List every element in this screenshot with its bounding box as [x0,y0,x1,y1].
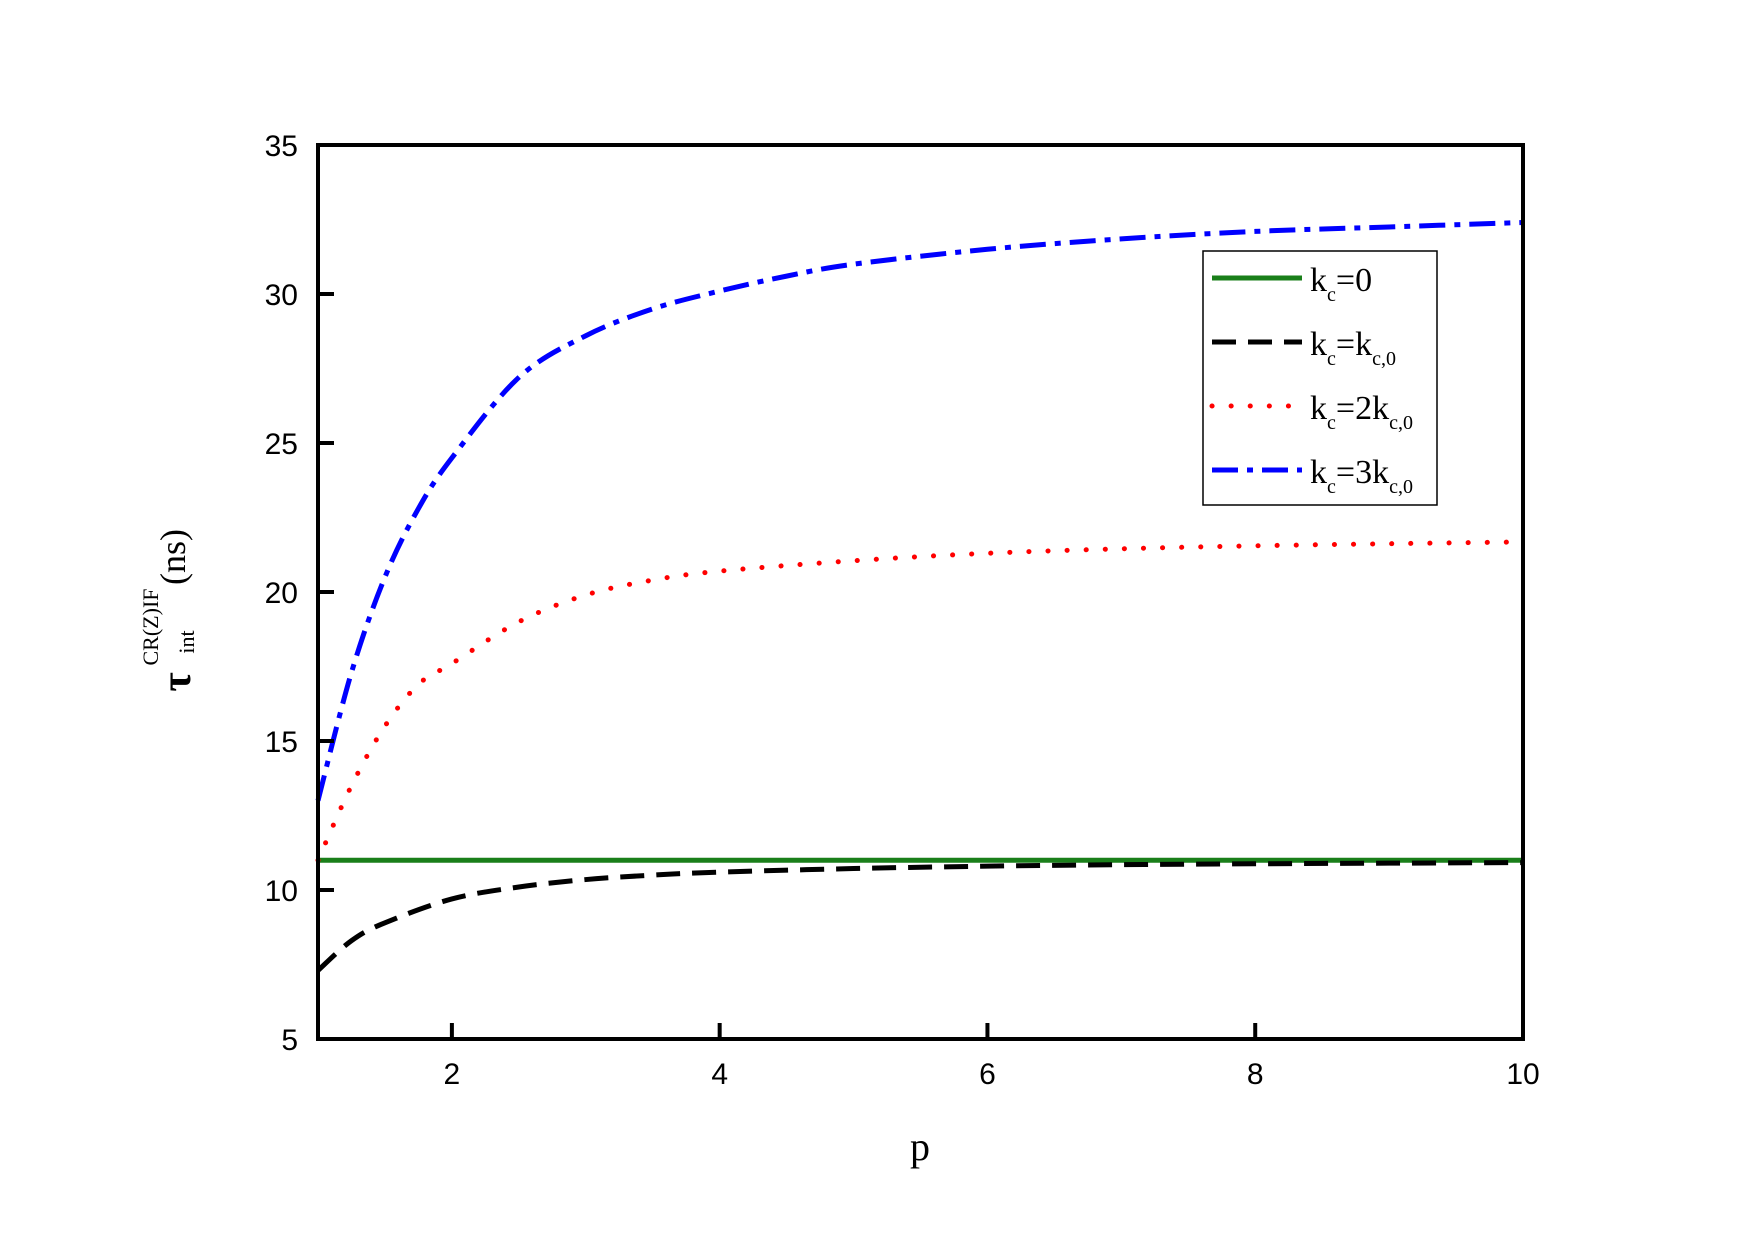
y-axis-label-superscript: CR(Z)IF [138,589,163,666]
svg-text:τ CR(Z)IF int: τ CR(Z)IF int (ns) [138,529,200,692]
y-tick-label: 20 [265,577,298,610]
x-tick-label: 8 [1247,1058,1264,1091]
y-axis-label-unit: (ns) [153,529,193,585]
series-line-3 [315,219,1524,802]
legend-label-3: kc=3kc,0 [1310,454,1413,498]
legend-box [1202,250,1438,506]
x-tick-label: 2 [444,1058,461,1091]
legend: kc=0 kc=kc,0 kc=2kc,0 kc=3kc,0 [1202,250,1438,506]
series-line-1 [316,860,1524,973]
x-axis-label: p [910,1124,930,1169]
y-tick-label: 35 [265,130,298,163]
x-tick-label: 10 [1506,1058,1539,1091]
y-tick-label: 10 [265,875,298,908]
y-tick-label: 25 [265,428,298,461]
y-axis-label: τ CR(Z)IF int (ns) [138,529,200,692]
x-tick-label: 4 [711,1058,728,1091]
x-tick-label: 6 [979,1058,996,1091]
series-line-2 [315,539,1526,863]
y-tick-label: 15 [265,726,298,759]
y-axis-label-symbol: τ [154,672,200,691]
legend-label-2: kc=2kc,0 [1310,390,1413,434]
y-axis-label-subscript: int [174,630,199,653]
legend-label-0: kc=0 [1310,262,1372,306]
legend-label-1: kc=kc,0 [1310,326,1396,370]
y-tick-label: 5 [281,1024,298,1057]
y-tick-label: 30 [265,279,298,312]
